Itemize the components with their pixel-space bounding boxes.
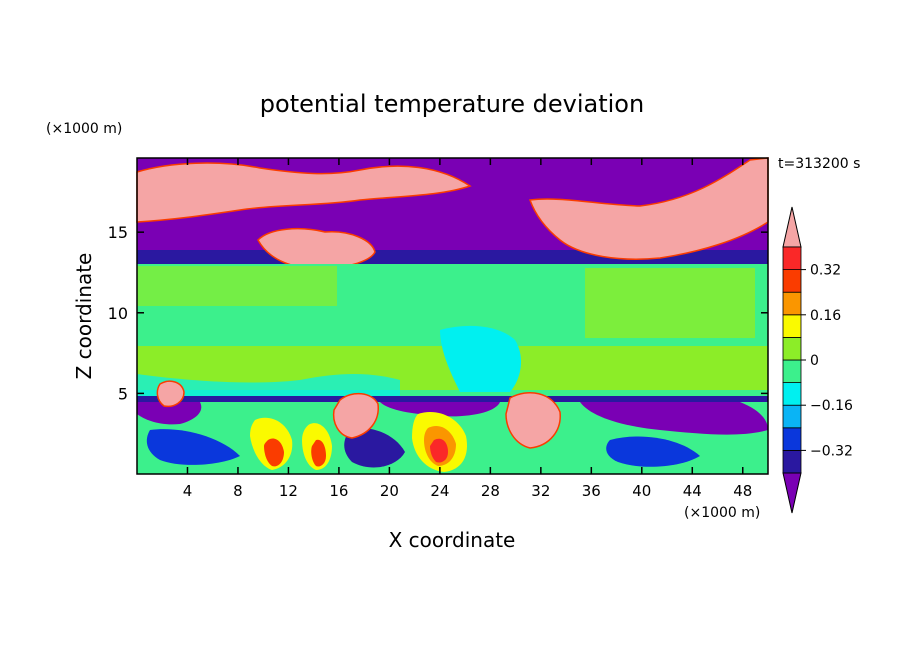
- blue-swirl-1: [146, 429, 240, 465]
- colorbar-bin: [782, 382, 802, 406]
- pink-region-upper-left: [136, 162, 472, 223]
- colorbar-bin: [782, 314, 802, 338]
- colorbar-label: 0.16: [810, 308, 841, 324]
- colorbar-bin: [782, 336, 802, 361]
- colorbar-bin: [782, 269, 802, 293]
- pink-thermal-2: [505, 391, 561, 449]
- colorbar-bin: [782, 291, 802, 316]
- y-unit-label: (×1000 m): [46, 121, 122, 137]
- x-tick-label: 20: [380, 482, 399, 500]
- mid-right-patch: [585, 268, 755, 338]
- x-tick-label: 48: [733, 482, 752, 500]
- x-tick-label: 32: [531, 482, 550, 500]
- colorbar-label: −0.32: [810, 443, 853, 459]
- colorbar-bin: [782, 359, 802, 384]
- plot-frame: [136, 157, 769, 475]
- mid-upper-patch: [137, 266, 337, 306]
- x-tick-label: 28: [481, 482, 500, 500]
- colorbar-label: 0: [810, 353, 819, 369]
- red-core-1: [264, 438, 284, 467]
- blue-swirl-3: [606, 436, 700, 467]
- colorbar: 0.32 0.16 0 −0.16 −0.32: [782, 206, 853, 514]
- x-tick-label: 44: [683, 482, 702, 500]
- y-tick-label: 15: [108, 223, 128, 242]
- colorbar-under-triangle: [782, 472, 802, 514]
- y-axis-ticks: 5 10 15: [108, 223, 768, 403]
- pink-thermal-1: [332, 392, 379, 439]
- x-axis-ticks: 4 8 12 16 20 24 28 32 36 40 44 48: [183, 158, 752, 500]
- y-tick-label: 5: [118, 384, 128, 403]
- cyan-plume: [440, 325, 522, 392]
- colorbar-bin: [782, 404, 802, 429]
- plot-area: [136, 157, 769, 474]
- x-tick-label: 4: [183, 482, 193, 500]
- colorbar-bin: [782, 427, 802, 451]
- purple-lower-mid: [380, 402, 500, 417]
- red-core-3: [311, 439, 326, 467]
- x-tick-label: 16: [329, 482, 348, 500]
- chart-title: potential temperature deviation: [260, 90, 644, 118]
- x-tick-label: 36: [582, 482, 601, 500]
- colorbar-over-triangle: [782, 206, 802, 248]
- x-tick-label: 24: [430, 482, 449, 500]
- colorbar-bin: [782, 449, 802, 474]
- y-tick-label: 10: [108, 304, 128, 323]
- purple-lower-left: [137, 402, 202, 425]
- blue-swirl-2: [344, 428, 405, 468]
- colorbar-label: −0.16: [810, 398, 853, 414]
- x-tick-label: 8: [233, 482, 243, 500]
- pink-region-upper-right: [528, 157, 769, 260]
- x-axis-label: X coordinate: [389, 528, 516, 552]
- purple-lower-right: [580, 402, 768, 435]
- x-tick-label: 40: [632, 482, 651, 500]
- time-label: t=313200 s: [778, 156, 860, 172]
- x-tick-label: 12: [279, 482, 298, 500]
- cyan-left: [137, 374, 400, 396]
- red-core-2: [430, 438, 448, 463]
- x-unit-label: (×1000 m): [684, 505, 760, 521]
- y-axis-label: Z coordinate: [72, 253, 96, 380]
- pink-thermal-3: [156, 380, 185, 408]
- boundary-layer-top: [137, 396, 768, 402]
- colorbar-bin: [782, 246, 802, 271]
- colorbar-label: 0.32: [810, 263, 841, 279]
